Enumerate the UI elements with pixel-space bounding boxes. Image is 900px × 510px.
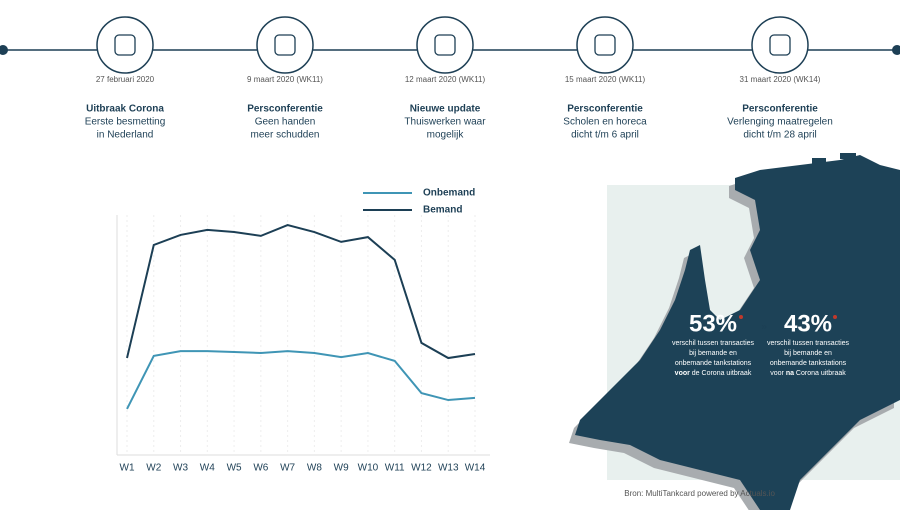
event-text: dicht t/m 6 april xyxy=(571,130,639,141)
line xyxy=(126,224,476,360)
event-date: 27 februari 2020 xyxy=(96,75,155,84)
x-tick-label: W3 xyxy=(173,463,188,474)
event-title: Nieuwe update xyxy=(410,104,481,115)
event-text: Geen handen xyxy=(255,117,316,128)
x-tick-label: W9 xyxy=(334,463,349,474)
x-tick-label: W4 xyxy=(200,463,215,474)
event-icon xyxy=(434,34,456,56)
arrow: » xyxy=(761,322,767,333)
stat-text-bold: na xyxy=(786,370,794,377)
event-text: mogelijk xyxy=(427,130,465,141)
x-tick-label: W12 xyxy=(411,463,432,474)
timeline-dot xyxy=(892,45,900,55)
stat-value: 43% xyxy=(784,310,832,337)
x-tick-label: W14 xyxy=(465,463,486,474)
legend-label: Onbemand xyxy=(423,188,475,199)
stat-text-part: Corona uitbraak xyxy=(794,370,846,377)
event-icon-circle xyxy=(96,16,154,74)
stat-value: 53% xyxy=(689,310,737,337)
event-date: 31 maart 2020 (WK14) xyxy=(740,75,821,84)
map xyxy=(569,153,900,510)
stat-text: verschil tussen transacties xyxy=(767,340,850,347)
event-text: in Nederland xyxy=(97,130,154,141)
legend-label: Bemand xyxy=(423,205,462,216)
stat-text: verschil tussen transacties xyxy=(672,340,755,347)
event-title: Persconferentie xyxy=(567,104,643,115)
event-icon xyxy=(274,34,296,56)
x-tick-label: W1 xyxy=(120,463,135,474)
event-text: Verlenging maatregelen xyxy=(727,117,833,128)
stat-text: onbemande tankstations xyxy=(675,360,752,367)
event-title: Uitbraak Corona xyxy=(86,104,164,115)
event-title: Persconferentie xyxy=(247,104,323,115)
event-title: Persconferentie xyxy=(742,104,818,115)
stat-text: onbemande tankstations xyxy=(770,360,847,367)
event-text: Eerste besmetting xyxy=(85,117,166,128)
event-icon xyxy=(594,34,616,56)
event-text: Scholen en horeca xyxy=(563,117,647,128)
stat-marker xyxy=(739,315,743,319)
event-icon-circle xyxy=(751,16,809,74)
stat-text-part: de Corona uitbraak xyxy=(690,370,752,377)
stat-text: bij bemande en xyxy=(784,350,832,357)
x-tick-label: W11 xyxy=(385,463,405,474)
event-icon-circle xyxy=(416,16,474,74)
x-tick-label: W2 xyxy=(146,463,161,474)
event-date: 9 maart 2020 (WK11) xyxy=(247,75,323,84)
timeline-dot xyxy=(0,45,8,55)
event-text: meer schudden xyxy=(251,130,320,141)
line xyxy=(126,350,476,410)
event-icon-circle xyxy=(576,16,634,74)
event-date: 15 maart 2020 (WK11) xyxy=(565,75,646,84)
stat-text: bij bemande en xyxy=(689,350,737,357)
event-icon-circle xyxy=(256,16,314,74)
x-tick-label: W7 xyxy=(280,463,295,474)
x-tick-label: W10 xyxy=(358,463,379,474)
event-icon xyxy=(769,34,791,56)
x-tick-label: W8 xyxy=(307,463,322,474)
stat-marker xyxy=(833,315,837,319)
event-text: dicht t/m 28 april xyxy=(743,130,816,141)
stat-text-bold: voor xyxy=(675,370,690,377)
x-tick-label: W5 xyxy=(227,463,242,474)
source: Bron: MultiTankcard powered by Actuals.i… xyxy=(624,489,775,498)
stat-text: voor de Corona uitbraak xyxy=(675,370,752,377)
stat-text-part: voor xyxy=(770,370,786,377)
event-text: Thuiswerken waar xyxy=(404,117,486,128)
stat-text: voor na Corona uitbraak xyxy=(770,370,846,377)
event-date: 12 maart 2020 (WK11) xyxy=(405,75,486,84)
x-tick-label: W13 xyxy=(438,463,459,474)
event-icon xyxy=(114,34,136,56)
x-tick-label: W6 xyxy=(253,463,268,474)
